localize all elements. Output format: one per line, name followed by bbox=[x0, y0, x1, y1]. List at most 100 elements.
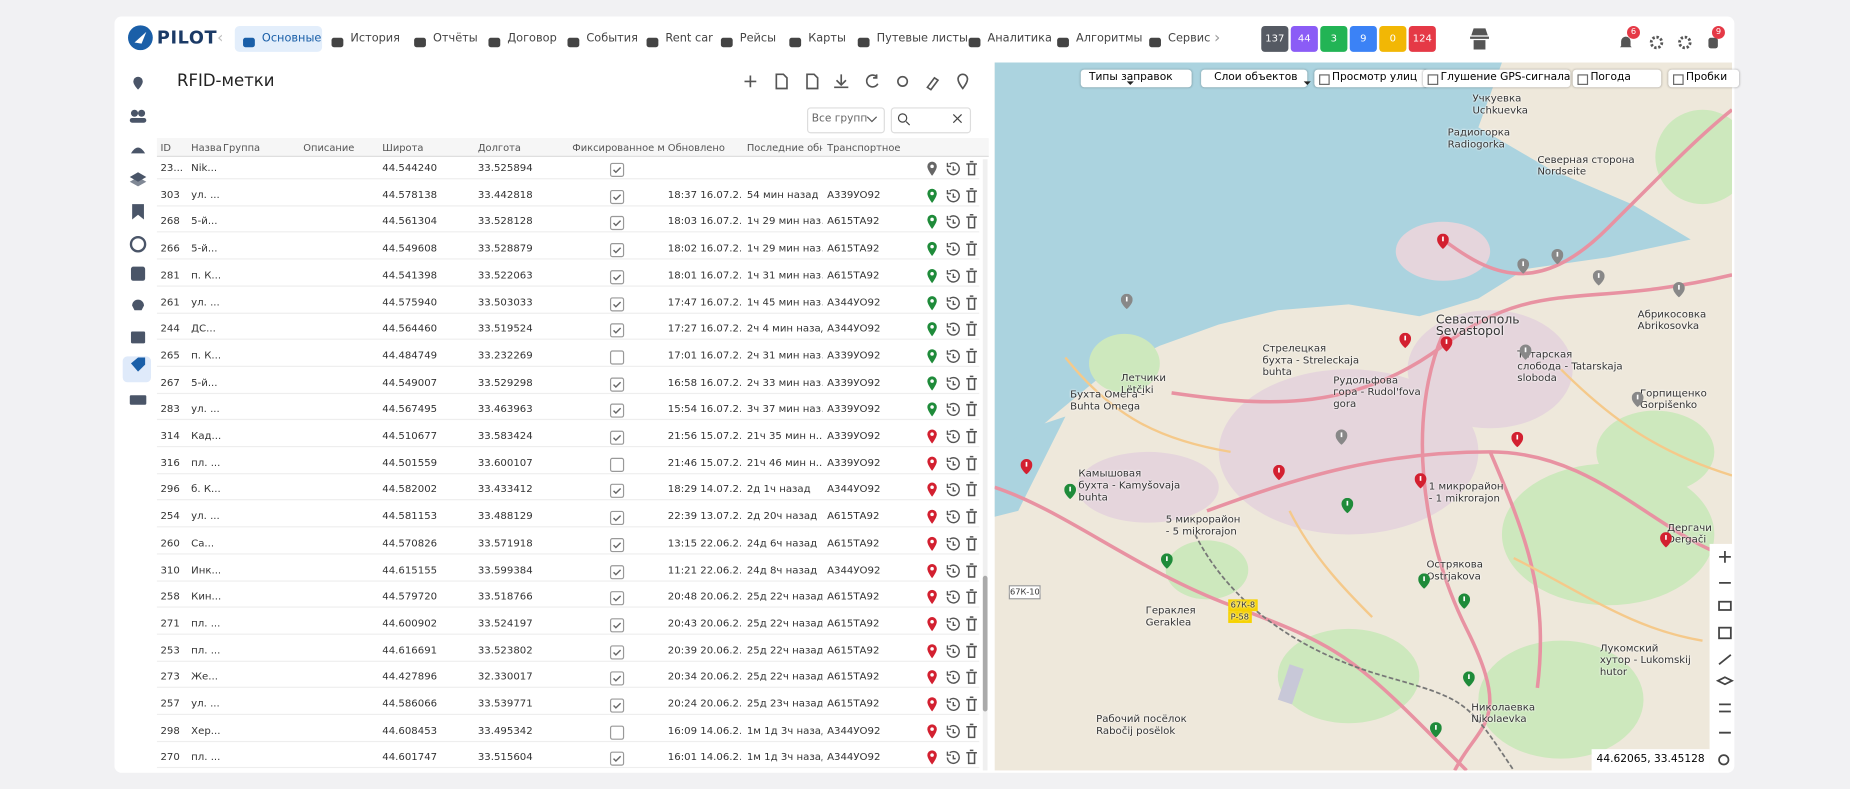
row-actions[interactable] bbox=[926, 588, 979, 610]
map-control-icons[interactable] bbox=[1714, 546, 1735, 775]
map-pin[interactable] bbox=[1341, 496, 1354, 518]
row-actions[interactable] bbox=[926, 240, 979, 262]
map-pin[interactable] bbox=[1399, 330, 1412, 352]
row-actions[interactable] bbox=[926, 561, 979, 583]
fixed-checkbox[interactable] bbox=[609, 591, 625, 606]
row-actions[interactable] bbox=[926, 507, 979, 529]
fixed-checkbox[interactable] bbox=[609, 189, 625, 204]
map-pin[interactable] bbox=[1120, 291, 1133, 313]
map-pin[interactable] bbox=[1519, 342, 1532, 364]
fixed-checkbox[interactable] bbox=[609, 618, 625, 633]
nav-tab[interactable]: Алгоритмы bbox=[1076, 31, 1143, 45]
fixed-checkbox[interactable] bbox=[609, 537, 625, 552]
fixed-checkbox[interactable] bbox=[609, 162, 625, 177]
map-pin[interactable] bbox=[1592, 268, 1605, 290]
map-toggle[interactable] bbox=[1668, 69, 1740, 88]
map-pin[interactable] bbox=[1418, 571, 1430, 593]
column-header[interactable]: Назва bbox=[191, 141, 222, 154]
user-icon[interactable] bbox=[1706, 32, 1720, 54]
nav-tab[interactable]: Основные bbox=[261, 31, 322, 45]
row-actions[interactable] bbox=[926, 668, 979, 690]
map-pin[interactable] bbox=[1160, 551, 1173, 573]
layers-select[interactable] bbox=[1201, 69, 1308, 88]
nav-tab[interactable]: Карты bbox=[808, 31, 846, 45]
row-actions[interactable] bbox=[926, 320, 979, 342]
map-pin[interactable] bbox=[1511, 429, 1524, 451]
map-pin[interactable] bbox=[1631, 389, 1644, 411]
fixed-checkbox[interactable] bbox=[609, 725, 625, 740]
fixed-checkbox[interactable] bbox=[609, 430, 625, 445]
row-actions[interactable] bbox=[926, 641, 979, 663]
status-badge[interactable]: 0 bbox=[1379, 25, 1407, 52]
map-toggle[interactable] bbox=[1422, 69, 1571, 88]
row-actions[interactable] bbox=[926, 266, 979, 288]
group-select[interactable] bbox=[807, 107, 885, 134]
sidebar-icons[interactable] bbox=[127, 71, 148, 413]
nav-tab[interactable]: Сервис bbox=[1168, 31, 1211, 45]
fixed-checkbox[interactable] bbox=[609, 350, 625, 365]
fixed-checkbox[interactable] bbox=[609, 323, 625, 338]
status-badge[interactable]: 137 bbox=[1261, 25, 1289, 52]
fixed-checkbox[interactable] bbox=[609, 671, 625, 686]
status-badge[interactable]: 9 bbox=[1349, 25, 1377, 52]
row-actions[interactable] bbox=[926, 400, 979, 422]
map-pin[interactable] bbox=[1660, 530, 1672, 552]
fixed-checkbox[interactable] bbox=[609, 510, 625, 526]
map-pin[interactable] bbox=[1429, 720, 1442, 742]
map-toggle[interactable] bbox=[1314, 69, 1428, 88]
nav-tab[interactable]: Рейсы bbox=[739, 31, 777, 45]
nav-tab[interactable]: Отчёты bbox=[433, 31, 478, 45]
nav-tab[interactable]: Аналитика bbox=[987, 31, 1052, 45]
row-actions[interactable] bbox=[926, 695, 979, 717]
bell-icon[interactable] bbox=[1619, 32, 1633, 54]
search-input[interactable] bbox=[890, 107, 972, 134]
fixed-checkbox[interactable] bbox=[609, 752, 625, 767]
row-actions[interactable] bbox=[926, 534, 979, 556]
panel-toolbar[interactable] bbox=[741, 72, 972, 91]
row-actions[interactable] bbox=[926, 374, 979, 396]
fixed-checkbox[interactable] bbox=[609, 644, 625, 660]
map-pin[interactable] bbox=[1463, 669, 1475, 691]
fixed-checkbox[interactable] bbox=[609, 457, 625, 472]
map-pin[interactable] bbox=[1551, 247, 1564, 269]
map-pin[interactable] bbox=[1064, 481, 1077, 503]
map-pin[interactable] bbox=[1273, 463, 1285, 485]
column-header[interactable]: Широта bbox=[382, 141, 424, 154]
row-actions[interactable] bbox=[926, 454, 979, 476]
row-actions[interactable] bbox=[926, 213, 979, 235]
map-pin[interactable] bbox=[1020, 457, 1033, 479]
nav-tab[interactable]: История bbox=[350, 31, 400, 45]
map-pin[interactable] bbox=[1437, 231, 1449, 253]
row-actions[interactable] bbox=[926, 748, 979, 770]
map-pin[interactable] bbox=[1440, 334, 1453, 356]
map-pin[interactable] bbox=[1673, 280, 1685, 302]
fixed-checkbox[interactable] bbox=[609, 216, 625, 231]
nav-prev[interactable]: ‹ bbox=[217, 29, 224, 48]
column-header[interactable]: Долгота bbox=[477, 141, 521, 154]
nav-tab[interactable]: Rent car bbox=[665, 31, 713, 45]
nav-next[interactable]: › bbox=[1214, 29, 1221, 48]
status-badge[interactable]: 44 bbox=[1290, 25, 1318, 52]
nav-tab[interactable]: Путевые листы bbox=[876, 31, 968, 45]
map-pin[interactable] bbox=[1517, 256, 1530, 278]
status-badge[interactable]: 3 bbox=[1320, 25, 1348, 52]
column-header[interactable]: Описание bbox=[303, 141, 355, 154]
row-actions[interactable] bbox=[926, 722, 979, 744]
agent-icon[interactable] bbox=[1467, 26, 1493, 57]
column-header[interactable]: Транспортное ср bbox=[827, 141, 903, 154]
row-actions[interactable] bbox=[926, 481, 979, 503]
row-actions[interactable] bbox=[926, 186, 979, 208]
column-header[interactable]: Фиксированное ме bbox=[572, 141, 665, 154]
fixed-checkbox[interactable] bbox=[609, 403, 625, 419]
settings-icon[interactable] bbox=[1649, 32, 1664, 54]
settings-icon[interactable] bbox=[1678, 32, 1692, 54]
fixed-checkbox[interactable] bbox=[609, 269, 625, 285]
scroll-thumb[interactable] bbox=[982, 575, 988, 712]
fixed-checkbox[interactable] bbox=[609, 564, 625, 579]
fuel-types-select[interactable] bbox=[1080, 69, 1192, 88]
column-header[interactable]: Обновлено bbox=[667, 141, 725, 154]
map-pin[interactable] bbox=[1458, 591, 1471, 613]
status-badge[interactable]: 124 bbox=[1408, 25, 1436, 52]
fixed-checkbox[interactable] bbox=[609, 377, 625, 392]
fixed-checkbox[interactable] bbox=[609, 296, 625, 311]
